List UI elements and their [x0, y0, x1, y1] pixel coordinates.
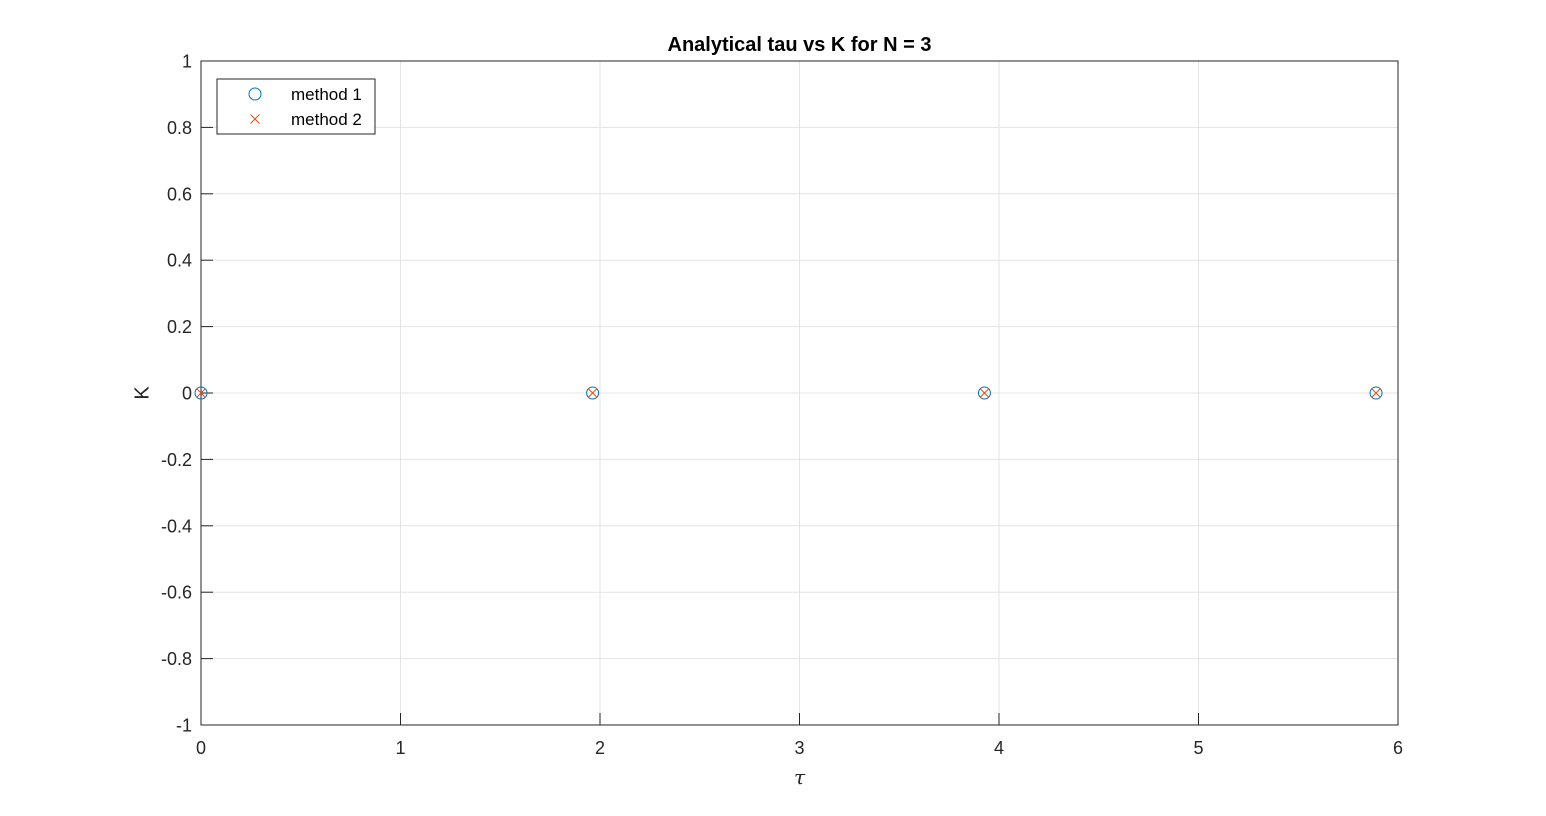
legend-marker-method-2 [250, 114, 260, 124]
y-tick-label: -0.2 [161, 450, 192, 470]
x-tick-label: 6 [1393, 738, 1403, 758]
point-method-1 [977, 386, 991, 400]
data-points [194, 386, 1383, 400]
x-tick-label: 0 [196, 738, 206, 758]
grid-lines [201, 61, 1398, 725]
axis-ticks [200, 60, 1399, 726]
y-tick-label: -0.8 [161, 649, 192, 669]
point-method-2 [979, 388, 990, 398]
point-method-1 [194, 386, 208, 400]
y-tick-label: 1 [182, 52, 192, 72]
y-tick-label: 0.6 [167, 184, 192, 204]
x-tick-label: 3 [794, 738, 804, 758]
point-method-1 [1369, 386, 1383, 400]
x-tick-label: 2 [595, 738, 605, 758]
legend-marker-method-1 [248, 87, 262, 101]
x-tick-label: 4 [994, 738, 1004, 758]
y-tick-label: 0 [182, 384, 192, 404]
point-method-1 [586, 386, 600, 400]
x-tick-label: 1 [395, 738, 405, 758]
y-axis-label: K [131, 386, 153, 400]
point-method-2 [196, 388, 206, 398]
y-tick-label: -1 [176, 716, 192, 736]
y-tick-label: 0.4 [167, 251, 192, 271]
chart-title: Analytical tau vs K for N = 3 [668, 34, 932, 56]
legend-label-method-2: method 2 [291, 110, 362, 129]
y-tick-label: 0.8 [167, 118, 192, 138]
y-tick-label: 0.2 [167, 317, 192, 337]
x-tick-label: 5 [1193, 738, 1203, 758]
point-method-2 [1371, 388, 1381, 398]
legend-box [216, 78, 376, 135]
point-method-2 [587, 388, 598, 398]
x-tick-labels: 0 1 2 3 4 5 6 [196, 738, 1403, 758]
y-tick-label: -0.4 [161, 516, 192, 536]
y-tick-label: -0.6 [161, 583, 192, 603]
y-tick-labels: -1 -0.8 -0.6 -0.4 -0.2 0 0.2 0.4 0.6 0.8 1 [161, 52, 192, 736]
legend: method 1 method 2 [216, 78, 376, 135]
legend-label-method-1: method 1 [291, 85, 362, 104]
x-axis-label: τ [794, 765, 806, 789]
